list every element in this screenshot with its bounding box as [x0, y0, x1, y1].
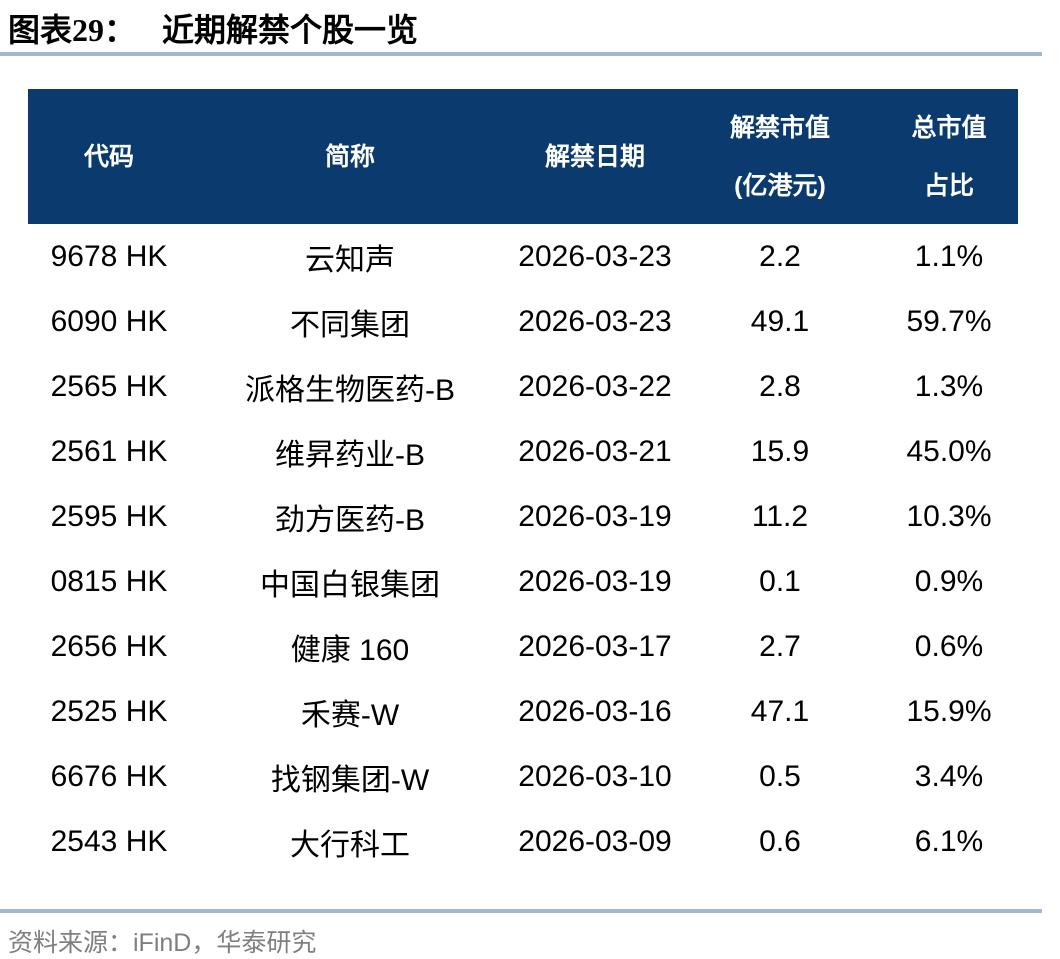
- cell-mktcap_pct: 0.6%: [914, 629, 984, 663]
- cell-unlock_date: 2026-03-16: [518, 694, 672, 728]
- cell-mktcap_pct: 59.7%: [906, 304, 992, 338]
- cell-code: 2656 HK: [50, 629, 168, 663]
- column-header-name: 简称: [324, 142, 375, 171]
- cell-unlock_value: 2.7: [759, 629, 801, 663]
- cell-mktcap_pct: 10.3%: [906, 499, 992, 533]
- column-header-unlock_date: 解禁日期: [544, 142, 645, 171]
- cell-unlock_value: 0.1: [759, 564, 801, 598]
- table-row: 6090 HK 不同集团 2026-03-23 49.1 59.7%: [28, 289, 1018, 354]
- cell-unlock_value: 2.2: [759, 239, 801, 273]
- cell-code: 2525 HK: [50, 694, 168, 728]
- cell-unlock_date: 2026-03-10: [518, 759, 672, 793]
- figure-name: 近期解禁个股一览: [162, 12, 419, 48]
- footer-divider: [0, 909, 1042, 913]
- cell-unlock_value: 49.1: [750, 304, 810, 338]
- table-row: 2525 HK 禾赛-W 2026-03-16 47.1 15.9%: [28, 679, 1018, 744]
- cell-name: 维昇药业-B: [275, 438, 425, 472]
- source-note: 资料来源：iFinD，华泰研究: [8, 929, 317, 957]
- cell-unlock_date: 2026-03-17: [518, 629, 672, 663]
- cell-mktcap_pct: 0.9%: [914, 564, 984, 598]
- cell-unlock_value: 47.1: [750, 694, 810, 728]
- cell-unlock_date: 2026-03-09: [518, 824, 672, 858]
- cell-unlock_date: 2026-03-23: [518, 304, 672, 338]
- table-body: 9678 HK 云知声 2026-03-23 2.2 1.1% 6090 HK 不同集团 20…: [28, 224, 1018, 874]
- cell-code: 2565 HK: [50, 369, 168, 403]
- cell-mktcap_pct: 1.3%: [914, 369, 984, 403]
- unlock-stocks-table: 代码 简称 解禁日期 解禁市值 (亿港元) 总市值 占比 9678 HK 云知声 2026-03…: [28, 89, 1018, 874]
- cell-code: 2595 HK: [50, 499, 168, 533]
- table-header: 代码 简称 解禁日期 解禁市值 (亿港元) 总市值 占比: [28, 89, 1018, 224]
- cell-unlock_value: 15.9: [750, 434, 810, 468]
- cell-name: 找钢集团-W: [270, 763, 430, 797]
- figure-title: 图表29： 近期解禁个股一览: [0, 0, 1060, 48]
- table-row: 2595 HK 劲方医药-B 2026-03-19 11.2 10.3%: [28, 484, 1018, 549]
- cell-code: 2543 HK: [50, 824, 168, 858]
- table-row: 2565 HK 派格生物医药-B 2026-03-22 2.8 1.3%: [28, 354, 1018, 419]
- cell-name: 健康 160: [290, 633, 410, 667]
- cell-code: 6090 HK: [50, 304, 168, 338]
- table-header-row: 代码 简称 解禁日期 解禁市值 (亿港元) 总市值 占比: [28, 89, 1018, 224]
- cell-name: 劲方医药-B: [275, 503, 425, 537]
- cell-unlock_value: 0.6: [759, 824, 801, 858]
- cell-code: 2561 HK: [50, 434, 168, 468]
- cell-name: 禾赛-W: [300, 698, 400, 732]
- cell-unlock_value: 11.2: [751, 499, 809, 533]
- cell-mktcap_pct: 15.9%: [906, 694, 992, 728]
- column-header-mktcap_pct: 总市值 占比: [911, 113, 987, 200]
- table-row: 2543 HK 大行科工 2026-03-09 0.6 6.1%: [28, 809, 1018, 874]
- cell-unlock_value: 2.8: [759, 369, 801, 403]
- cell-unlock_date: 2026-03-19: [518, 564, 672, 598]
- cell-mktcap_pct: 45.0%: [906, 434, 992, 468]
- figure-label: 图表29：: [8, 12, 137, 48]
- table-row: 9678 HK 云知声 2026-03-23 2.2 1.1%: [28, 224, 1018, 289]
- cell-code: 9678 HK: [50, 239, 168, 273]
- table-row: 6676 HK 找钢集团-W 2026-03-10 0.5 3.4%: [28, 744, 1018, 809]
- cell-unlock_date: 2026-03-23: [518, 239, 672, 273]
- cell-name: 云知声: [305, 243, 395, 277]
- cell-mktcap_pct: 6.1%: [914, 824, 984, 858]
- table-row: 2561 HK 维昇药业-B 2026-03-21 15.9 45.0%: [28, 419, 1018, 484]
- cell-code: 0815 HK: [50, 564, 168, 598]
- cell-name: 大行科工: [290, 828, 410, 862]
- table-row: 0815 HK 中国白银集团 2026-03-19 0.1 0.9%: [28, 549, 1018, 614]
- cell-mktcap_pct: 1.1%: [914, 239, 984, 273]
- cell-name: 不同集团: [290, 308, 410, 342]
- cell-mktcap_pct: 3.4%: [914, 759, 984, 793]
- table-row: 2656 HK 健康 160 2026-03-17 2.7 0.6%: [28, 614, 1018, 679]
- column-header-code: 代码: [83, 142, 134, 171]
- cell-unlock_date: 2026-03-19: [518, 499, 672, 533]
- column-header-unlock_value: 解禁市值 (亿港元): [729, 113, 830, 200]
- title-underline: [0, 52, 1042, 56]
- cell-unlock_value: 0.5: [759, 759, 801, 793]
- cell-code: 6676 HK: [50, 759, 168, 793]
- cell-unlock_date: 2026-03-22: [518, 369, 672, 403]
- cell-name: 派格生物医药-B: [245, 373, 455, 407]
- cell-name: 中国白银集团: [260, 568, 440, 602]
- cell-unlock_date: 2026-03-21: [518, 434, 672, 468]
